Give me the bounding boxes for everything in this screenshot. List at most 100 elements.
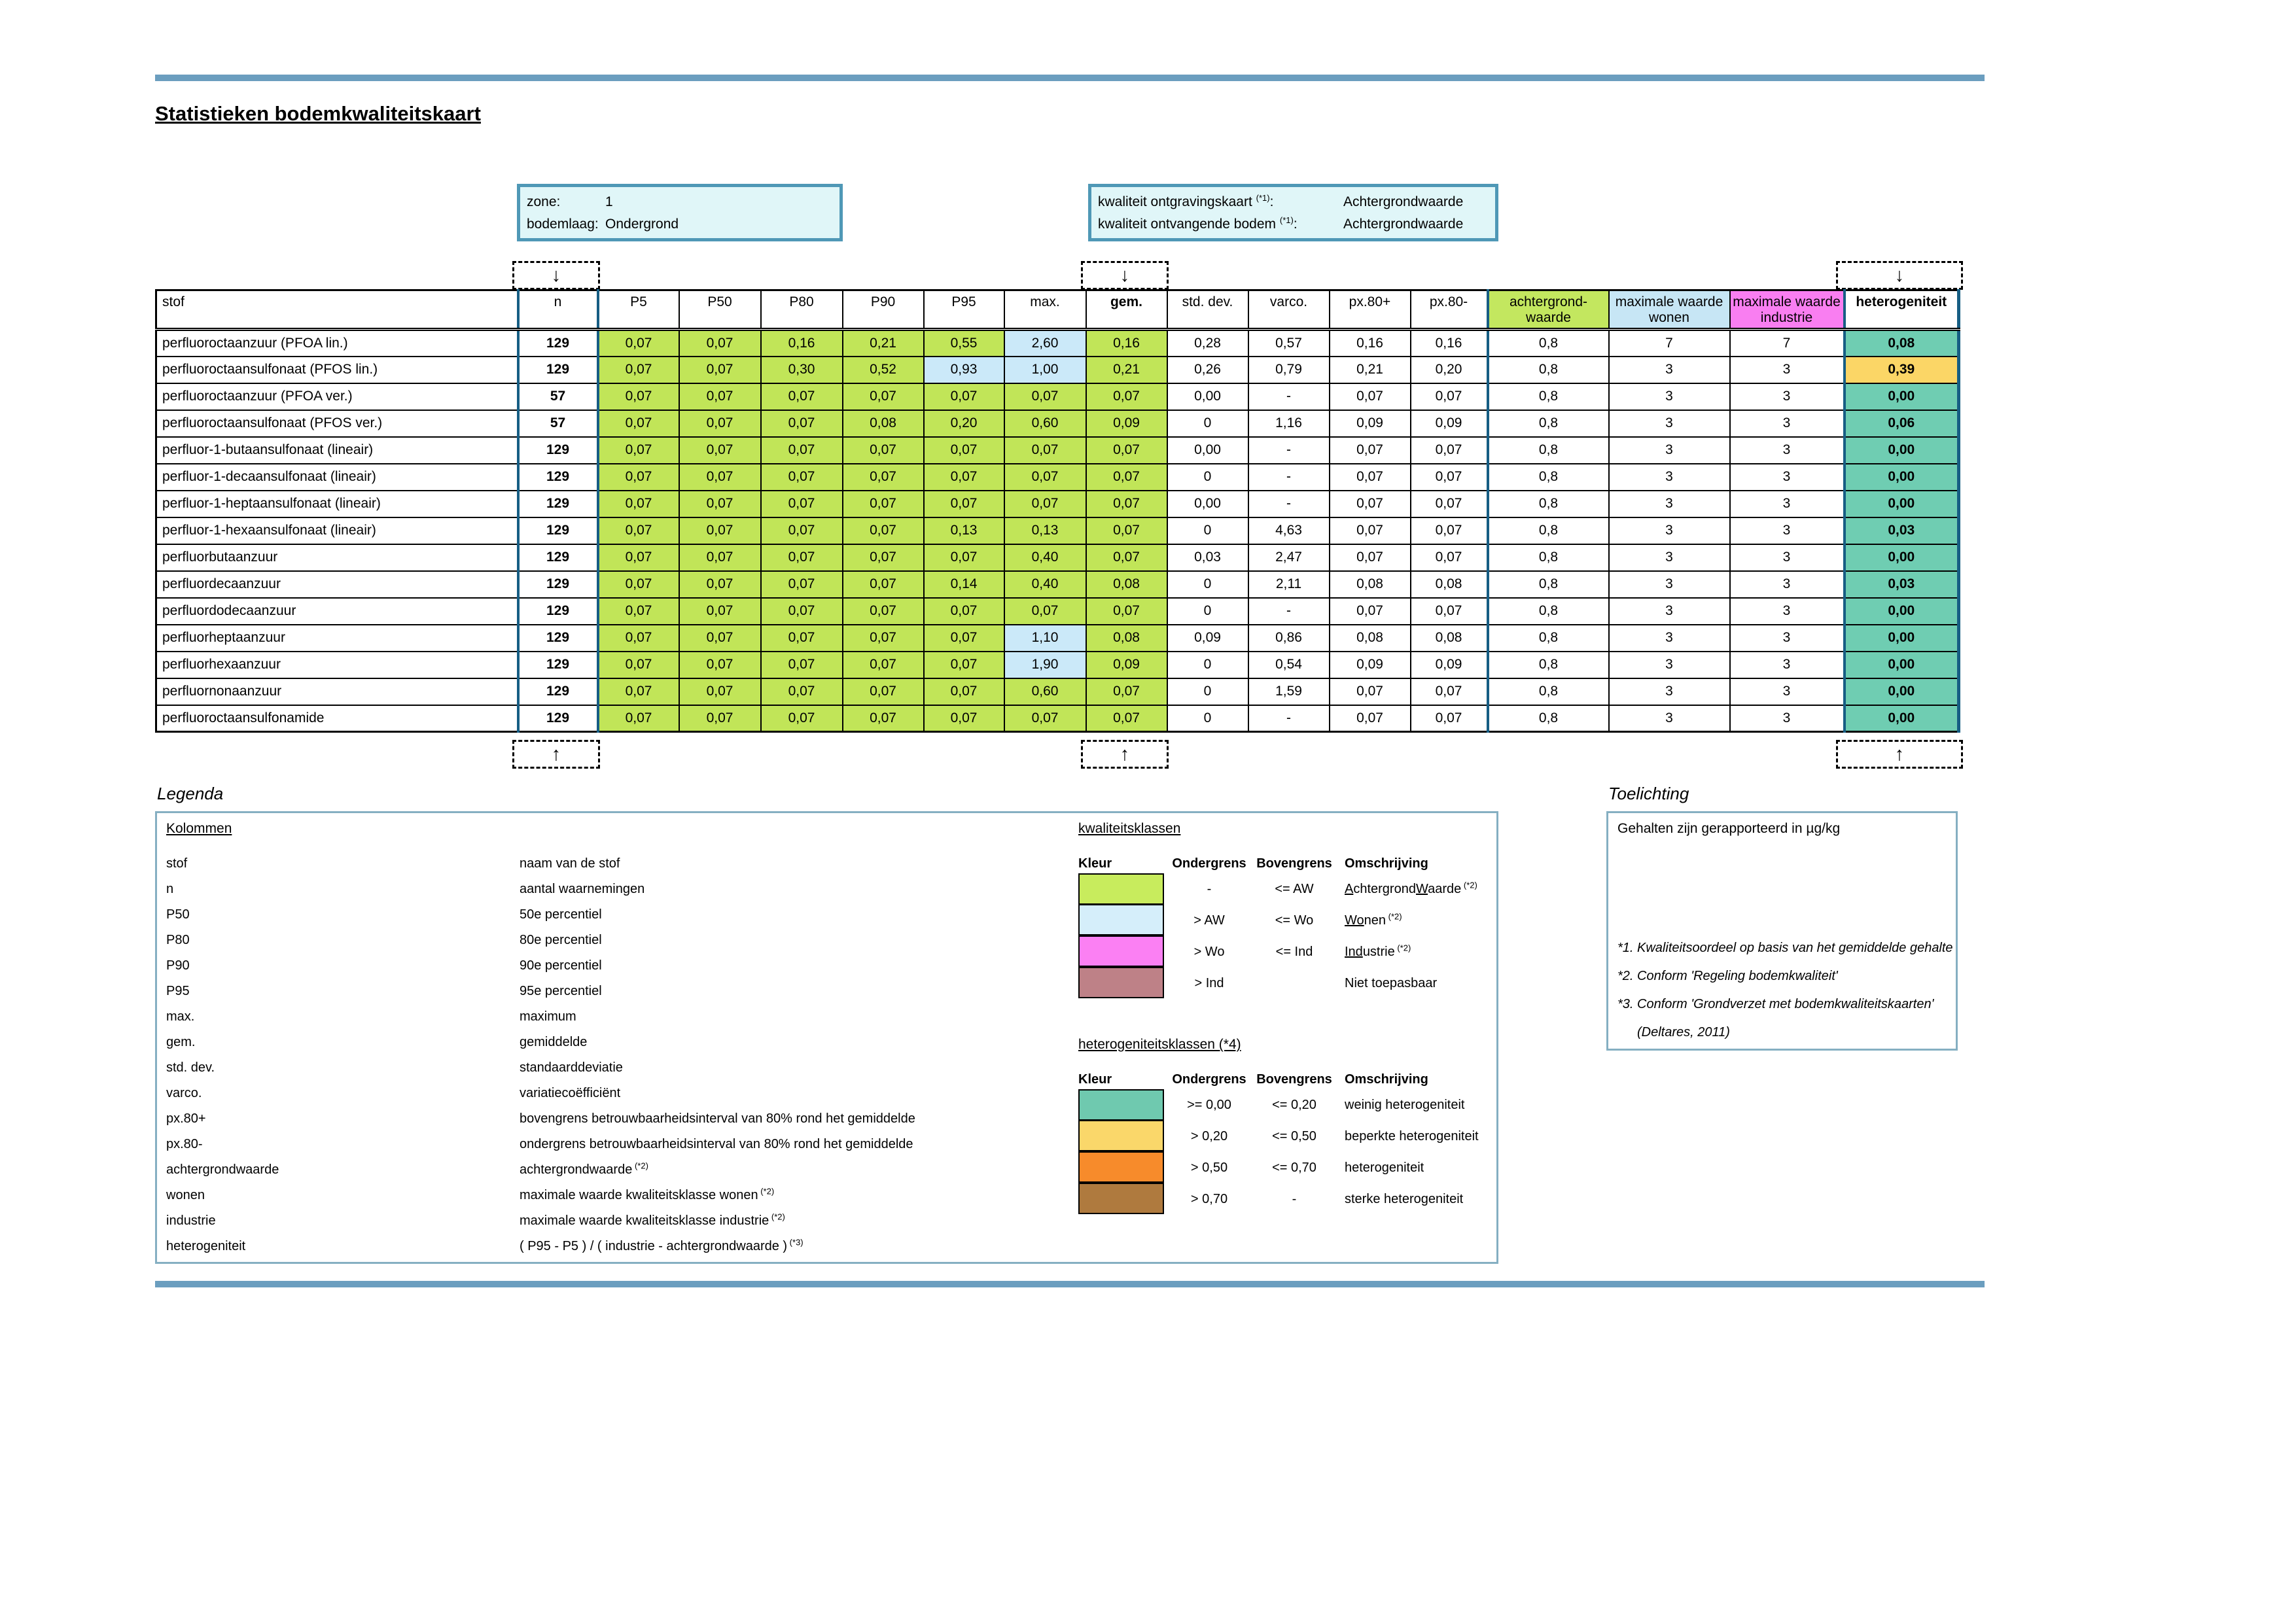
cell-wonen: 3 [1608,623,1731,652]
cell-p90: 0,07 [841,543,925,572]
quality-info-box: kwaliteit ontgravingskaart (*1): Achterg… [1088,184,1498,241]
cell-wonen: 7 [1608,328,1731,357]
legend-description: standaarddeviatie [520,1060,623,1075]
cell-wonen: 3 [1608,355,1731,384]
legend-term: achtergrondwaarde [166,1162,279,1177]
cell-het: 0,00 [1843,543,1960,572]
class-lower-bound: > AW [1193,913,1225,928]
class-lower-bound: > 0,70 [1190,1191,1228,1206]
cell-p80: 0,07 [760,570,843,599]
ontvangende-bodem-label: kwaliteit ontvangende bodem (*1): [1098,215,1298,232]
legend-row: P80 80e percentiel [166,928,1069,953]
cell-het: 0,06 [1843,409,1960,438]
cell-px80m: 0,07 [1409,677,1489,706]
cell-max: 0,07 [1003,489,1087,518]
cell-aw: 0,8 [1486,382,1610,411]
cell-industrie: 3 [1729,543,1845,572]
ontgravingskaart-value: Achtergrondwaarde [1343,194,1464,209]
class-description: Niet toepasbaar [1345,975,1438,990]
zone-value: 1 [605,194,613,209]
cell-std: 0,26 [1166,355,1249,384]
table-header-row: stof n P5 P50 P80 P90 P95 max. gem. std. dev. varc… [155,289,1960,331]
cell-varco: 0,57 [1247,328,1330,357]
cell-max: 0,07 [1003,436,1087,464]
cell-p5: 0,07 [597,436,680,464]
filter-down-arrow-gem-icon[interactable]: ↓ [1081,261,1169,290]
cell-p80: 0,16 [760,328,843,357]
cell-max: 0,07 [1003,597,1087,625]
class-column-header: Kleur [1078,856,1112,871]
cell-industrie: 7 [1729,328,1845,357]
legend-description: 50e percentiel [520,907,602,922]
heterogeneity-classes-title: heterogeniteitsklassen (*4) [1078,1037,1241,1052]
class-upper-bound: <= 0,20 [1272,1097,1316,1112]
cell-gem: 0,07 [1085,543,1168,572]
class-column-header: Kleur [1078,1072,1112,1087]
cell-varco: 4,63 [1247,516,1330,545]
legend-description: variatiecoëfficiënt [520,1086,621,1100]
column-header: px.80- [1409,289,1489,331]
cell-p90: 0,52 [841,355,925,384]
cell-max: 0,13 [1003,516,1087,545]
cell-px80p: 0,07 [1328,382,1411,411]
heterogeneity-classes-rows: >= 0,00 <= 0,20 weinig heterogeniteit > 0,2… [1078,1089,1497,1215]
table-row: perfluordodecaanzuur 129 0,07 0,07 0,07 0,07 0… [155,597,1960,625]
class-lower-bound: > Wo [1193,944,1225,959]
cell-p5: 0,07 [597,328,680,357]
cell-std: 0,00 [1166,382,1249,411]
cell-het: 0,00 [1843,677,1960,706]
cell-px80p: 0,16 [1328,328,1411,357]
cell-std: 0 [1166,704,1249,733]
cell-p50: 0,07 [678,489,762,518]
legend-term: px.80- [166,1137,203,1151]
quality-classes-rows: - <= AW AchtergrondWaarde (*2) > AW <= Wo Won… [1078,873,1497,999]
cell-gem: 0,07 [1085,382,1168,411]
cell-p95: 0,07 [923,489,1005,518]
cell-px80p: 0,07 [1328,462,1411,491]
cell-stof: perfluor-1-hexaansulfonaat (lineair) [155,516,519,545]
cell-aw: 0,8 [1486,623,1610,652]
cell-aw: 0,8 [1486,677,1610,706]
class-lower-bound: > Ind [1194,975,1224,990]
cell-aw: 0,8 [1486,543,1610,572]
zone-info-box: zone: 1 bodemlaag: Ondergrond [517,184,843,241]
cell-n: 57 [516,382,599,411]
cell-p90: 0,07 [841,650,925,679]
cell-p50: 0,07 [678,382,762,411]
table-row: perfluor-1-heptaansulfonaat (lineair) 129… [155,489,1960,518]
class-description: heterogeniteit [1345,1160,1424,1175]
cell-n: 129 [516,597,599,625]
legend-term: heterogeniteit [166,1239,246,1253]
class-column-header: Bovengrens [1256,856,1332,871]
cell-industrie: 3 [1729,597,1845,625]
cell-n: 129 [516,436,599,464]
class-upper-bound: <= Ind [1275,944,1313,959]
legend-row: P95 95e percentiel [166,979,1069,1004]
column-header: P80 [760,289,843,331]
table-row: perfluoroctaansulfonamide 129 0,07 0,07 0,07… [155,704,1960,733]
cell-p90: 0,07 [841,623,925,652]
cell-stof: perfluordodecaanzuur [155,597,519,625]
cell-px80m: 0,09 [1409,650,1489,679]
cell-p80: 0,07 [760,704,843,733]
cell-p90: 0,07 [841,704,925,733]
color-swatch [1078,904,1164,935]
filter-down-arrow-heterogeniteit-icon[interactable]: ↓ [1836,261,1963,290]
class-lower-bound: >= 0,00 [1187,1097,1231,1112]
filter-up-arrow-n-icon[interactable]: ↑ [512,740,600,769]
filter-down-arrow-n-icon[interactable]: ↓ [512,261,600,290]
notes-heading: Toelichting [1608,784,1689,803]
legend-description: bovengrens betrouwbaarheidsinterval van … [520,1111,915,1126]
legend-description: gemiddelde [520,1035,588,1049]
cell-p50: 0,07 [678,677,762,706]
zone-label: zone: [527,194,561,209]
filter-up-arrow-gem-icon[interactable]: ↑ [1081,740,1169,769]
cell-px80p: 0,08 [1328,623,1411,652]
cell-varco: - [1247,436,1330,464]
cell-wonen: 3 [1608,409,1731,438]
cell-std: 0 [1166,516,1249,545]
cell-stof: perfluordecaanzuur [155,570,519,599]
cell-p50: 0,07 [678,516,762,545]
filter-up-arrow-heterogeniteit-icon[interactable]: ↑ [1836,740,1963,769]
legend-term: px.80+ [166,1111,206,1126]
